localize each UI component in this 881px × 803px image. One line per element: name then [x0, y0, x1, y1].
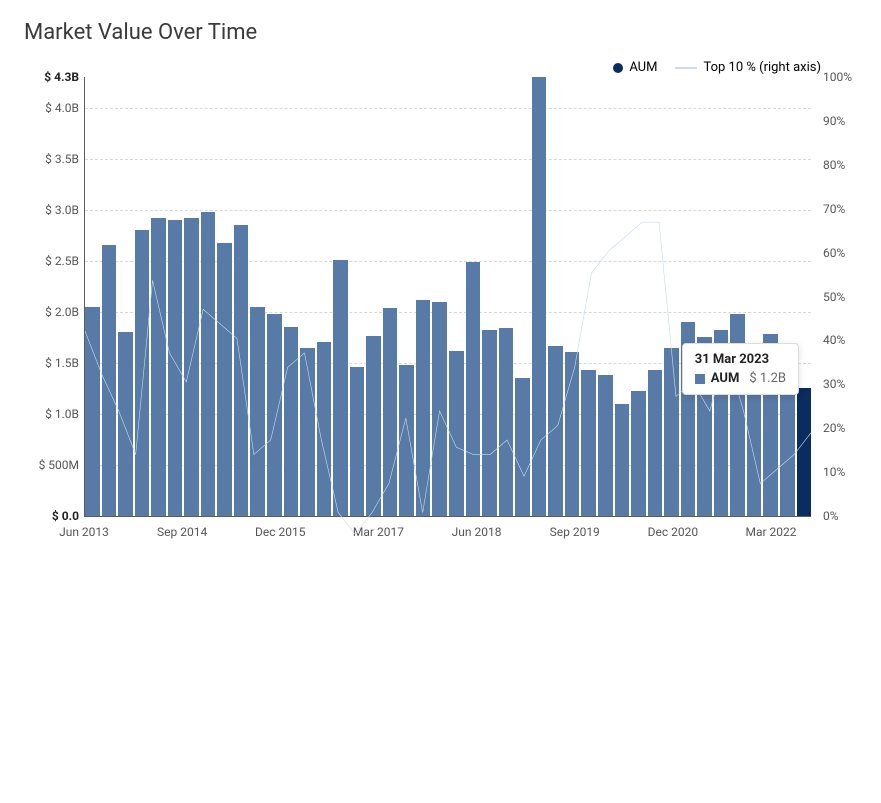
y-left-tick-label: $ 500M: [25, 458, 79, 472]
aum-bar[interactable]: [366, 336, 381, 516]
aum-bar[interactable]: [615, 404, 630, 516]
x-tick-label: Jun 2013: [59, 525, 109, 539]
aum-bar[interactable]: [482, 330, 497, 516]
aum-bar[interactable]: [217, 243, 232, 516]
chart-tooltip: 31 Mar 2023 AUM $ 1.2B: [682, 343, 799, 395]
aum-bar[interactable]: [135, 230, 150, 516]
y-left-tick-label: $ 2.0B: [25, 305, 79, 319]
aum-bar[interactable]: [184, 218, 199, 516]
tooltip-date: 31 Mar 2023: [695, 352, 786, 367]
tooltip-value: $ 1.2B: [749, 371, 786, 386]
x-tick-label: Mar 2022: [745, 525, 796, 539]
aum-bar[interactable]: [466, 262, 481, 516]
aum-bar[interactable]: [416, 300, 431, 516]
x-tick-label: Sep 2014: [157, 525, 207, 539]
aum-bar[interactable]: [532, 77, 547, 516]
aum-bar[interactable]: [432, 302, 447, 516]
y-right-tick-label: 90%: [817, 114, 857, 128]
y-left-tick-label: $ 0.0: [25, 509, 79, 523]
bars: [85, 77, 811, 516]
tooltip-swatch: [695, 374, 705, 384]
plot-area: $ 0.0$ 500M$ 1.0B$ 1.5B$ 2.0B$ 2.5B$ 3.0…: [84, 77, 811, 517]
y-right-tick-label: 10%: [817, 465, 857, 479]
aum-bar[interactable]: [797, 388, 812, 516]
y-left-tick-label: $ 3.5B: [25, 152, 79, 166]
y-left-tick-label: $ 3.0B: [25, 203, 79, 217]
aum-bar[interactable]: [548, 346, 563, 516]
x-tick-label: Mar 2017: [353, 525, 404, 539]
aum-bar[interactable]: [631, 391, 646, 516]
aum-bar[interactable]: [102, 245, 117, 516]
aum-bar[interactable]: [300, 348, 315, 516]
x-axis-labels: Jun 2013Sep 2014Dec 2015Mar 2017Jun 2018…: [84, 525, 811, 541]
y-left-tick-label: $ 4.0B: [25, 101, 79, 115]
y-left-tick-label: $ 4.3B: [25, 70, 79, 84]
aum-bar[interactable]: [284, 327, 299, 516]
y-left-tick-label: $ 1.5B: [25, 356, 79, 370]
aum-bar[interactable]: [565, 352, 580, 516]
aum-bar[interactable]: [664, 348, 679, 516]
chart-title: Market Value Over Time: [24, 20, 857, 45]
x-tick-label: Dec 2020: [648, 525, 698, 539]
y-right-tick-label: 20%: [817, 421, 857, 435]
aum-bar[interactable]: [151, 218, 166, 516]
y-right-tick-label: 50%: [817, 290, 857, 304]
aum-bar[interactable]: [499, 328, 514, 516]
aum-bar[interactable]: [780, 394, 795, 517]
aum-bar[interactable]: [333, 260, 348, 516]
aum-bar[interactable]: [399, 365, 414, 516]
aum-bar[interactable]: [383, 308, 398, 516]
aum-bar[interactable]: [267, 314, 282, 516]
y-left-tick-label: $ 2.5B: [25, 254, 79, 268]
y-right-tick-label: 0%: [817, 509, 857, 523]
aum-bar[interactable]: [234, 225, 249, 516]
y-left-tick-label: $ 1.0B: [25, 407, 79, 421]
y-right-tick-label: 40%: [817, 333, 857, 347]
y-right-tick-label: 30%: [817, 377, 857, 391]
y-right-tick-label: 70%: [817, 202, 857, 216]
aum-bar[interactable]: [581, 370, 596, 516]
aum-bar[interactable]: [250, 307, 265, 516]
aum-bar[interactable]: [317, 342, 332, 516]
tooltip-series-label: AUM: [711, 371, 740, 386]
chart[interactable]: $ 0.0 $ 500M $ 1.0B $ 1.5B $ 2.0B $ 2.5B $ 3.0…: [24, 65, 857, 545]
aum-bar[interactable]: [85, 307, 100, 516]
x-tick-label: Jun 2018: [452, 525, 502, 539]
y-right-tick-label: 80%: [817, 158, 857, 172]
aum-bar[interactable]: [515, 378, 530, 516]
aum-bar[interactable]: [598, 375, 613, 516]
x-tick-label: Dec 2015: [255, 525, 305, 539]
y-right-tick-label: 100%: [817, 70, 857, 84]
aum-bar[interactable]: [201, 212, 216, 516]
aum-bar[interactable]: [350, 367, 365, 516]
y-right-tick-label: 60%: [817, 246, 857, 260]
aum-bar[interactable]: [168, 220, 183, 516]
x-tick-label: Sep 2019: [550, 525, 600, 539]
aum-bar[interactable]: [449, 351, 464, 516]
aum-bar[interactable]: [118, 332, 133, 516]
aum-bar[interactable]: [648, 370, 663, 516]
